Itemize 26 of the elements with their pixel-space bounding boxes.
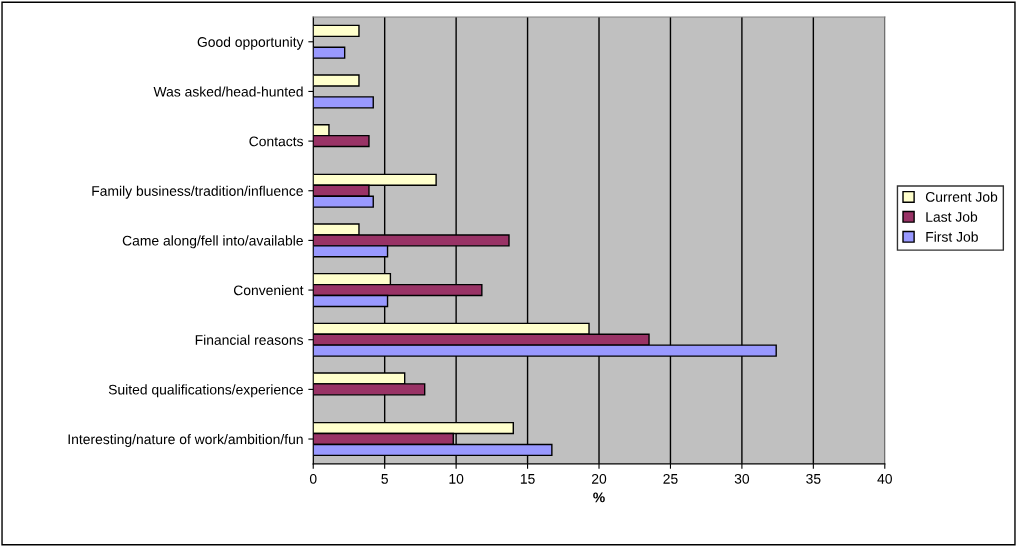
y-tick-label: Family business/tradition/influence bbox=[92, 185, 303, 199]
x-tick-label: 10 bbox=[449, 473, 464, 484]
y-tick-label: Suited qualifications/experience bbox=[108, 384, 303, 398]
y-tick-label: Financial reasons bbox=[195, 334, 304, 345]
x-tick-label: 40 bbox=[877, 473, 892, 484]
bar bbox=[313, 24, 360, 38]
x-tick-label: 15 bbox=[520, 474, 535, 484]
x-axis-title: % bbox=[593, 492, 605, 503]
legend-label: First Job bbox=[926, 231, 978, 242]
y-tick-label: Contacts bbox=[249, 136, 304, 147]
bar bbox=[313, 96, 374, 109]
legend-label: Last Job bbox=[926, 211, 978, 222]
y-tick-label: Came along/fell into/available bbox=[122, 235, 303, 249]
x-tick-label: 5 bbox=[381, 474, 388, 484]
legend-label: Current Job bbox=[925, 191, 998, 202]
y-tick-label: Interesting/nature of work/ambition/fun bbox=[68, 434, 303, 447]
x-tick-label: 25 bbox=[663, 473, 678, 484]
x-tick-label: 30 bbox=[734, 473, 750, 484]
y-tick-label: Convenient bbox=[233, 285, 304, 296]
bar bbox=[313, 46, 346, 59]
y-tick-label: Was asked/head-hunted bbox=[153, 86, 303, 97]
x-tick-label: 20 bbox=[591, 473, 607, 484]
x-tick-label: 0 bbox=[309, 473, 317, 484]
x-tick-label: 35 bbox=[806, 473, 821, 484]
bar bbox=[313, 74, 360, 87]
y-tick-label: Good opportunity bbox=[197, 36, 304, 50]
